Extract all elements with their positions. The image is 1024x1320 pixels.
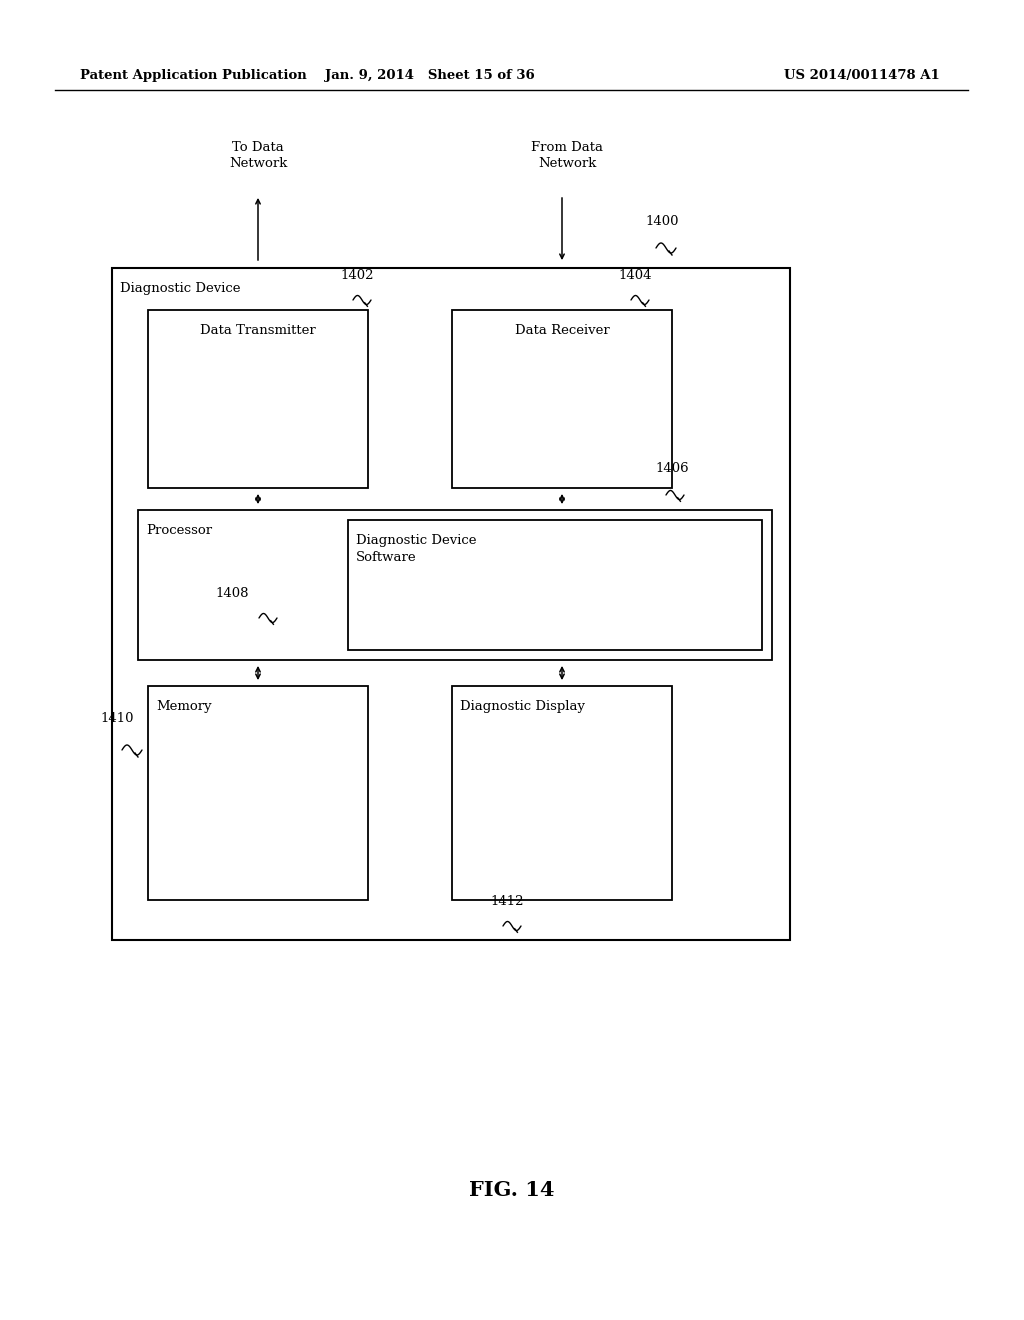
Text: To Data
Network: To Data Network xyxy=(228,141,287,170)
Text: 1412: 1412 xyxy=(490,895,523,908)
Text: Memory: Memory xyxy=(156,700,212,713)
Text: 1408: 1408 xyxy=(215,587,249,601)
Text: 1400: 1400 xyxy=(645,215,679,228)
Text: Data Receiver: Data Receiver xyxy=(515,323,609,337)
Text: Jan. 9, 2014   Sheet 15 of 36: Jan. 9, 2014 Sheet 15 of 36 xyxy=(326,69,535,82)
Bar xyxy=(452,686,672,900)
Text: Diagnostic Device: Diagnostic Device xyxy=(120,282,241,294)
Text: FIG. 14: FIG. 14 xyxy=(469,1180,555,1200)
Text: Diagnostic Display: Diagnostic Display xyxy=(460,700,585,713)
Text: Patent Application Publication: Patent Application Publication xyxy=(80,69,307,82)
Text: Diagnostic Device
Software: Diagnostic Device Software xyxy=(356,535,476,564)
Text: Data Transmitter: Data Transmitter xyxy=(200,323,315,337)
Text: 1402: 1402 xyxy=(340,269,374,282)
Text: US 2014/0011478 A1: US 2014/0011478 A1 xyxy=(784,69,940,82)
Bar xyxy=(148,310,368,488)
Text: 1404: 1404 xyxy=(618,269,651,282)
Bar xyxy=(112,268,790,940)
Text: 1406: 1406 xyxy=(655,462,688,475)
Text: Processor: Processor xyxy=(146,524,212,537)
Bar xyxy=(138,510,772,660)
Bar xyxy=(148,686,368,900)
Bar xyxy=(348,520,762,649)
Text: From Data
Network: From Data Network xyxy=(531,141,603,170)
Bar xyxy=(452,310,672,488)
Text: 1410: 1410 xyxy=(100,711,133,725)
